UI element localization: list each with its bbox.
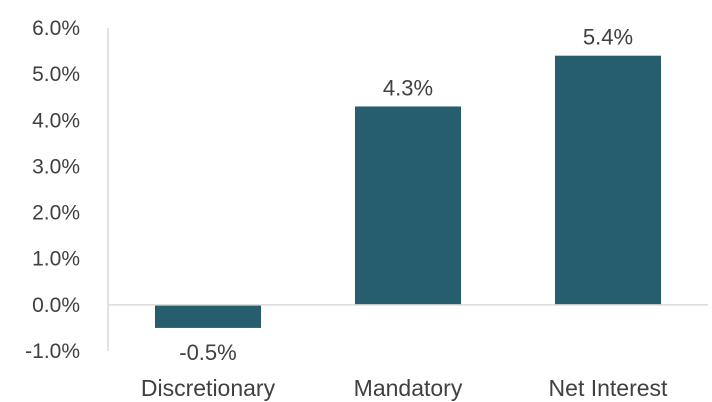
bars	[155, 55, 661, 328]
y-tick-label: -1.0%	[25, 340, 80, 363]
x-axis: Discretionary Mandatory Net Interest	[108, 304, 708, 401]
y-tick-label: 2.0%	[32, 202, 80, 225]
y-tick-label: 1.0%	[32, 248, 80, 271]
y-tick-label: 5.0%	[32, 63, 80, 86]
y-tick-label: 3.0%	[32, 155, 80, 178]
x-category-label: Mandatory	[354, 375, 463, 401]
y-tick-label: 0.0%	[32, 294, 80, 317]
bar-mandatory	[355, 106, 461, 305]
data-labels: -0.5% 4.3% 5.4%	[179, 25, 633, 365]
data-label: -0.5%	[179, 340, 236, 365]
x-category-label: Discretionary	[141, 375, 276, 401]
bar-discretionary	[155, 304, 261, 328]
x-category-label: Net Interest	[549, 375, 668, 401]
y-axis: 6.0% 5.0% 4.0% 3.0% 2.0% 1.0% 0.0% -1.0%	[25, 17, 109, 363]
data-label: 5.4%	[583, 25, 633, 50]
y-tick-label: 6.0%	[32, 17, 80, 40]
bar-net-interest	[555, 55, 661, 305]
y-tick-label: 4.0%	[32, 109, 80, 132]
data-label: 4.3%	[383, 75, 433, 100]
